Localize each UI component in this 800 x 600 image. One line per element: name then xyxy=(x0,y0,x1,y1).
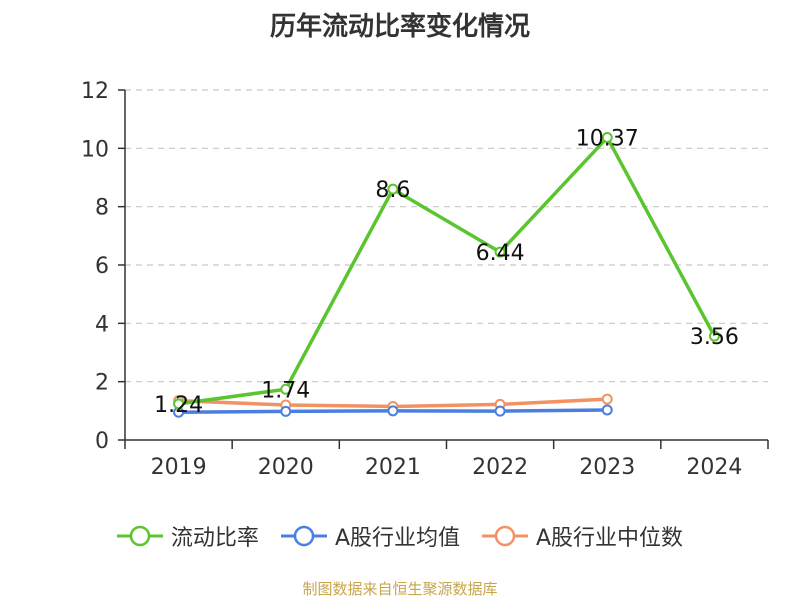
grid-layer xyxy=(125,89,768,383)
legend-line-circle-icon xyxy=(280,525,327,547)
x-tick-label: 2023 xyxy=(579,455,635,480)
legend-label: 流动比率 xyxy=(170,526,259,551)
series-layer xyxy=(173,132,720,418)
data-point xyxy=(280,405,292,417)
x-tick-label: 2019 xyxy=(151,455,207,480)
y-tick-label: 2 xyxy=(95,371,109,396)
data-label: 6.44 xyxy=(476,241,525,266)
legend: 流动比率 A股行业均值 A股行业中位数 xyxy=(0,518,800,554)
series-line xyxy=(178,135,716,406)
y-tick-label: 10 xyxy=(81,137,109,162)
y-tick-label: 6 xyxy=(95,254,109,279)
y-tick-label: 0 xyxy=(95,429,109,454)
data-point xyxy=(173,398,185,410)
legend-line-circle-icon xyxy=(482,525,528,547)
data-point xyxy=(387,405,399,417)
data-point xyxy=(601,132,613,144)
x-tick-label: 2022 xyxy=(472,455,528,480)
data-label: 3.56 xyxy=(690,325,739,350)
legend-item[interactable]: 流动比率 xyxy=(116,520,259,552)
y-tick-label: 8 xyxy=(95,196,109,221)
legend-item[interactable]: A股行业均值 xyxy=(280,520,460,552)
data-point xyxy=(494,246,506,258)
data-point xyxy=(494,405,506,417)
y-tick-label: 4 xyxy=(95,312,109,337)
data-point xyxy=(601,404,613,416)
data-label: 1.74 xyxy=(261,378,310,403)
legend-label: A股行业中位数 xyxy=(536,526,684,551)
legend-item[interactable]: A股行业中位数 xyxy=(482,520,683,552)
axis-layer: 0 2 4 6 8 10 12 2019 2020 2021 2022 2023 2024 xyxy=(81,79,769,480)
data-label: 1.24 xyxy=(154,393,203,418)
data-point xyxy=(601,393,613,405)
y-tick-label: 12 xyxy=(81,79,109,104)
source-note: 制图数据来自恒生聚源数据库 xyxy=(302,580,498,598)
x-tick-label: 2021 xyxy=(365,455,421,480)
data-label: 10.37 xyxy=(576,127,639,152)
data-point xyxy=(387,183,399,195)
legend-line-circle-icon xyxy=(116,525,163,547)
legend-label: A股行业均值 xyxy=(334,526,460,551)
x-tick-label: 2020 xyxy=(258,455,314,480)
data-point xyxy=(708,330,720,342)
data-label-layer: 1.24 1.74 8.6 6.44 10.37 3.56 xyxy=(154,127,739,418)
chart-title: 历年流动比率变化情况 xyxy=(269,12,530,42)
data-point xyxy=(280,383,292,395)
data-label: 8.6 xyxy=(375,178,410,203)
x-tick-label: 2024 xyxy=(686,455,742,480)
